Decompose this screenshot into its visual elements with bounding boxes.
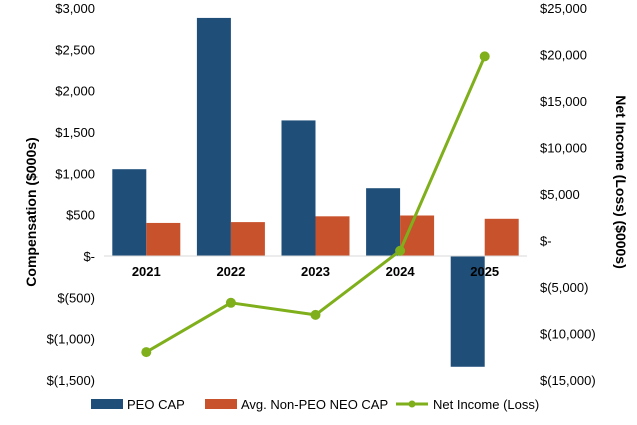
legend-swatch-non-peo-neo-cap <box>205 399 237 409</box>
bar-peo-cap-2023 <box>281 120 316 256</box>
category-label-2025: 2025 <box>470 264 499 279</box>
category-label-2021: 2021 <box>132 264 161 279</box>
left-axis-ticks: $3,000 $2,500 $2,000 $1,500 $1,000 $500 $- $(50… <box>47 1 95 388</box>
bar-peo-cap-2024 <box>366 188 401 256</box>
bar-avg-non-peo-neo-cap-2025 <box>484 218 519 256</box>
left-tick-label: $(500) <box>57 290 95 305</box>
net-income-point-2022 <box>225 297 236 308</box>
right-tick-label: $(10,000) <box>540 327 596 342</box>
legend-label-non-peo-neo-cap: Avg. Non-PEO NEO CAP <box>241 397 388 412</box>
right-tick-label: $(15,000) <box>540 373 596 388</box>
category-labels: 2021 2022 2023 2024 2025 <box>132 264 499 279</box>
legend: PEO CAP Avg. Non-PEO NEO CAP Net Income … <box>91 397 539 412</box>
left-tick-label: $2,000 <box>55 84 95 99</box>
left-tick-label: $500 <box>66 208 95 223</box>
category-label-2024: 2024 <box>386 264 416 279</box>
category-label-2022: 2022 <box>216 264 245 279</box>
bar-peo-cap-2021 <box>112 169 147 256</box>
legend-marker-net-income <box>408 400 416 408</box>
bar-avg-non-peo-neo-cap-2022 <box>230 222 265 256</box>
net-income-point-2021 <box>141 347 152 358</box>
legend-swatch-peo-cap <box>91 399 123 409</box>
net-income-point-2023 <box>310 309 321 320</box>
right-tick-label: $(5,000) <box>540 280 588 295</box>
left-tick-label: $(1,000) <box>47 332 95 347</box>
net-income-point-2025 <box>479 51 490 62</box>
bar-avg-non-peo-neo-cap-2023 <box>315 216 350 256</box>
right-tick-label: $20,000 <box>540 48 587 63</box>
left-tick-label: $(1,500) <box>47 373 95 388</box>
net-income-point-2024 <box>395 245 406 256</box>
bar-avg-non-peo-neo-cap-2021 <box>146 222 181 256</box>
right-tick-label: $- <box>540 234 552 249</box>
bar-peo-cap-2025 <box>450 256 485 367</box>
right-axis-ticks: $25,000 $20,000 $15,000 $10,000 $5,000 $- $(5,… <box>540 1 596 388</box>
left-tick-label: $1,500 <box>55 125 95 140</box>
right-tick-label: $25,000 <box>540 1 587 16</box>
right-axis-title: Net Income (Loss) ($000s) <box>613 95 629 269</box>
net-income-line-group <box>141 51 490 358</box>
left-tick-label: $2,500 <box>55 42 95 57</box>
left-axis-title: Compensation ($000s) <box>23 137 39 286</box>
category-label-2023: 2023 <box>301 264 330 279</box>
left-tick-label: $1,000 <box>55 166 95 181</box>
right-tick-label: $10,000 <box>540 141 587 156</box>
left-tick-label: $3,000 <box>55 1 95 16</box>
legend-label-net-income: Net Income (Loss) <box>433 397 539 412</box>
left-tick-label: $- <box>83 249 95 264</box>
right-tick-label: $5,000 <box>540 187 580 202</box>
bar-peo-cap-2022 <box>196 17 231 257</box>
right-tick-label: $15,000 <box>540 94 587 109</box>
legend-label-peo-cap: PEO CAP <box>127 397 185 412</box>
